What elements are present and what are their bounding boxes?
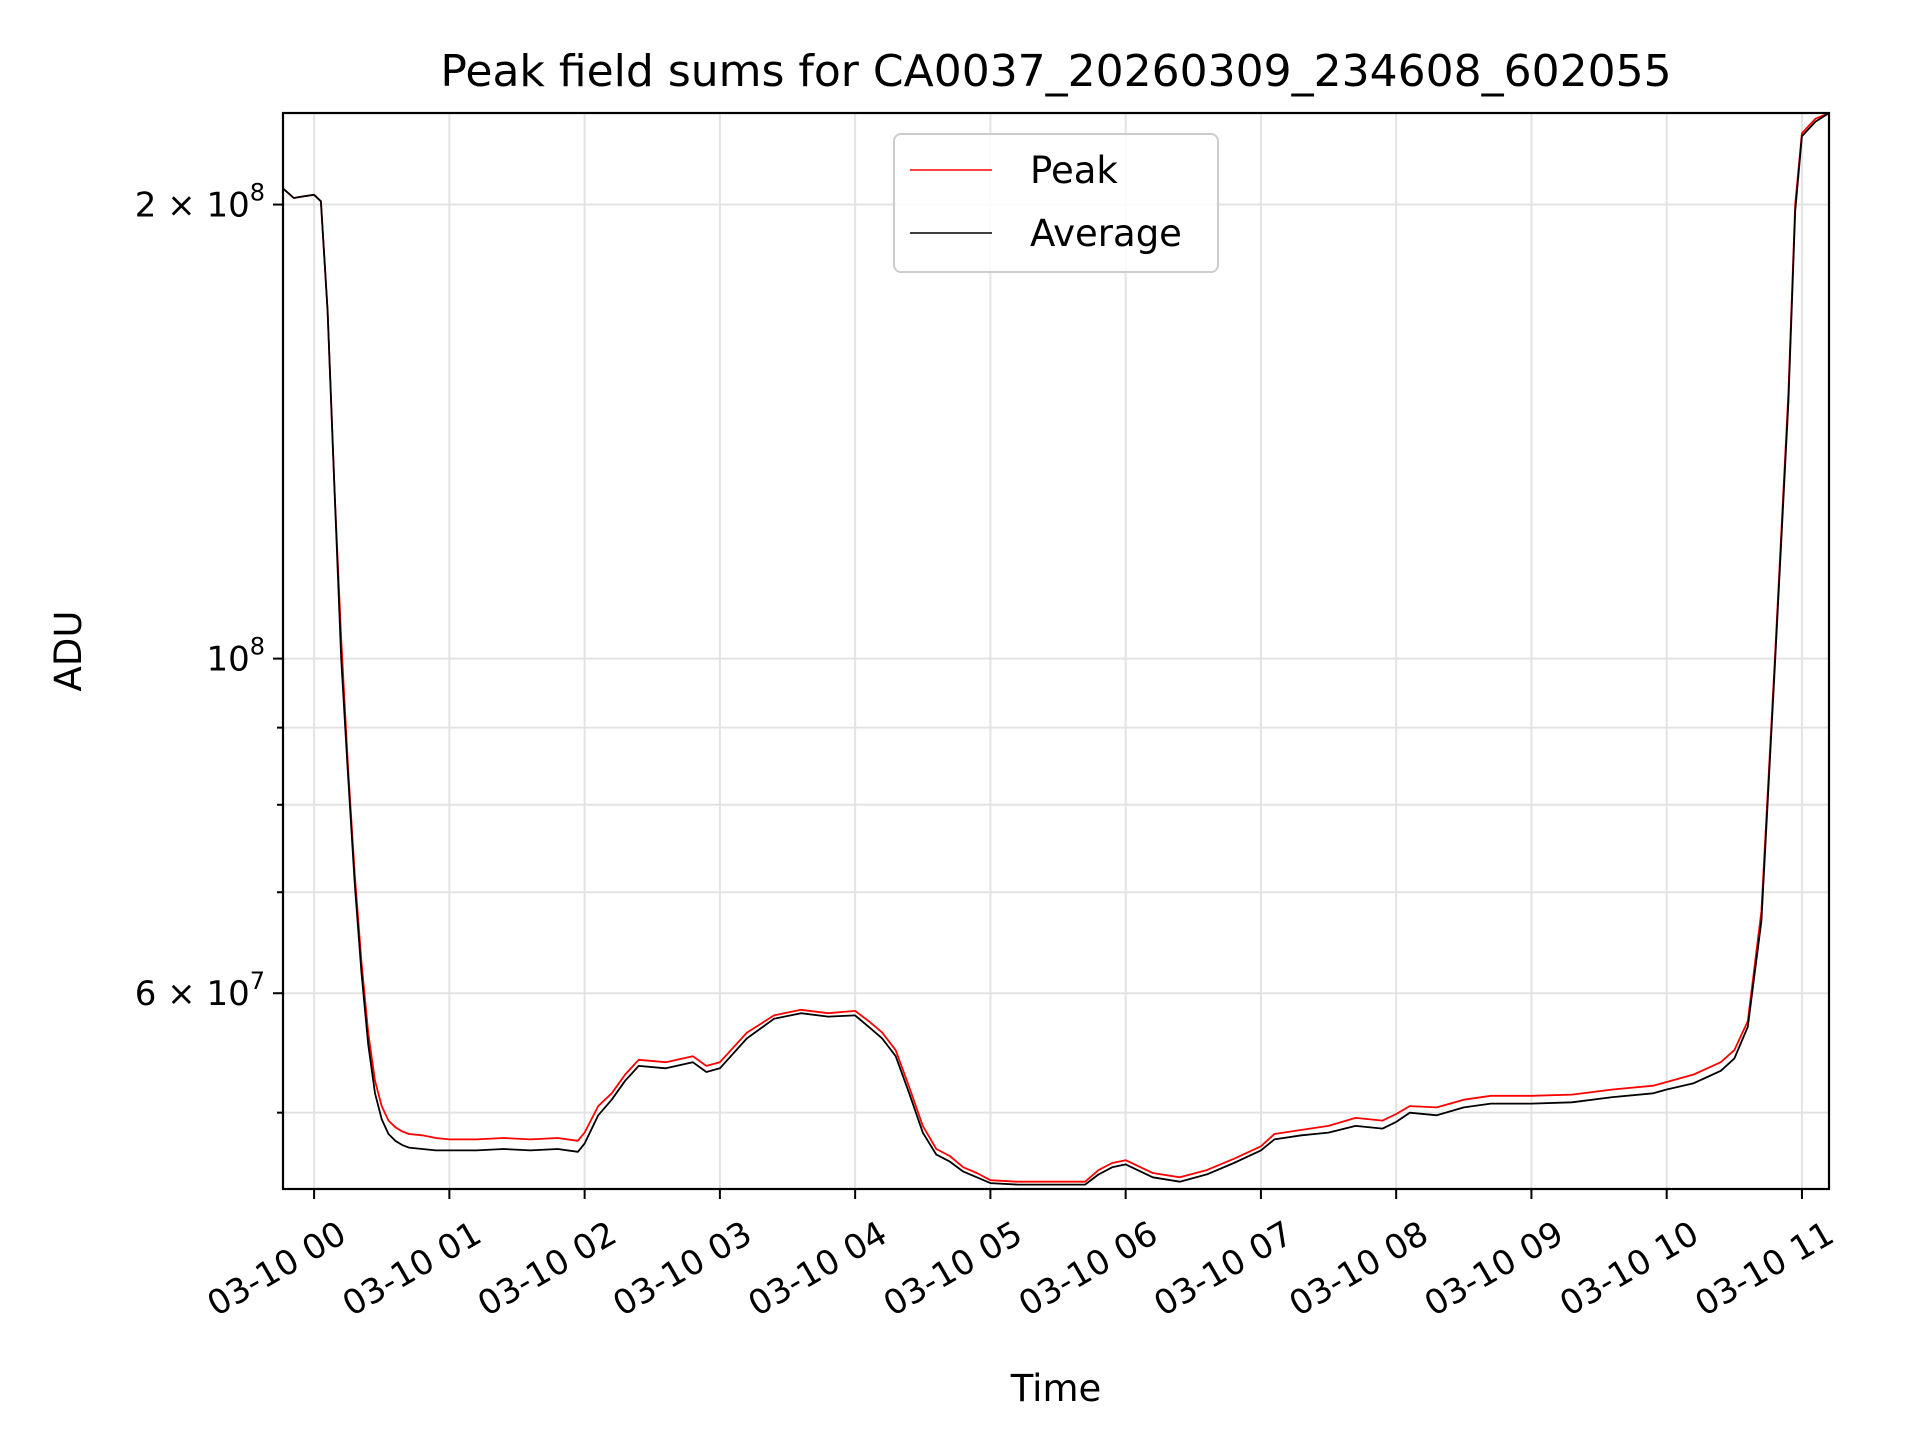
y-tick-label: 2 × 108 xyxy=(135,179,265,226)
legend-box xyxy=(893,133,1219,273)
series-line-average xyxy=(283,113,1829,1186)
y-axis-label: ADU xyxy=(47,611,90,692)
legend: Peak Average xyxy=(893,133,1219,273)
chart-title: Peak field sums for CA0037_20260309_2346… xyxy=(440,46,1671,97)
y-tick-label: 108 xyxy=(206,633,265,680)
y-tick-label: 6 × 107 xyxy=(135,967,265,1014)
legend-label-average: Average xyxy=(1030,212,1182,255)
x-axis-label: Time xyxy=(1010,1367,1102,1410)
series-line-peak xyxy=(283,113,1829,1183)
plot-series xyxy=(283,113,1829,1186)
plot-frame xyxy=(281,111,1831,1191)
legend-label-peak: Peak xyxy=(1030,149,1118,192)
grid xyxy=(283,113,1829,1189)
